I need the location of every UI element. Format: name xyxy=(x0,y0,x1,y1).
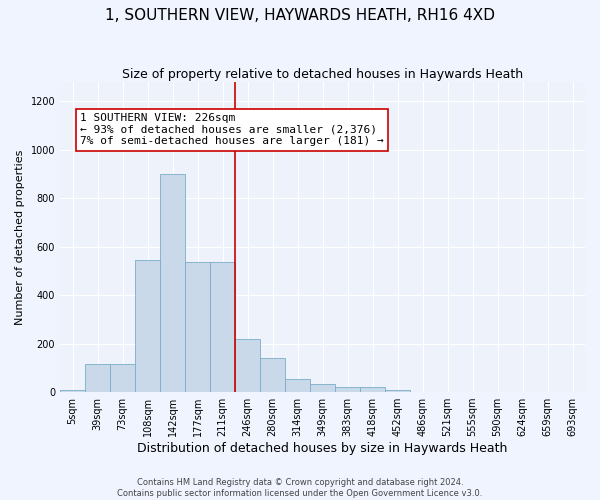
Bar xyxy=(385,390,410,392)
Text: 1, SOUTHERN VIEW, HAYWARDS HEATH, RH16 4XD: 1, SOUTHERN VIEW, HAYWARDS HEATH, RH16 4… xyxy=(105,8,495,22)
Bar xyxy=(135,260,160,392)
Bar xyxy=(285,378,310,392)
Bar xyxy=(360,387,385,392)
Bar xyxy=(160,174,185,392)
Bar xyxy=(110,364,135,392)
Bar xyxy=(185,262,210,392)
Bar xyxy=(260,358,285,392)
Bar xyxy=(310,384,335,392)
Y-axis label: Number of detached properties: Number of detached properties xyxy=(15,149,25,324)
Bar xyxy=(210,262,235,392)
X-axis label: Distribution of detached houses by size in Haywards Heath: Distribution of detached houses by size … xyxy=(137,442,508,455)
Text: Contains HM Land Registry data © Crown copyright and database right 2024.
Contai: Contains HM Land Registry data © Crown c… xyxy=(118,478,482,498)
Bar xyxy=(235,338,260,392)
Title: Size of property relative to detached houses in Haywards Heath: Size of property relative to detached ho… xyxy=(122,68,523,80)
Text: 1 SOUTHERN VIEW: 226sqm
← 93% of detached houses are smaller (2,376)
7% of semi-: 1 SOUTHERN VIEW: 226sqm ← 93% of detache… xyxy=(80,113,384,146)
Bar xyxy=(85,364,110,392)
Bar xyxy=(335,387,360,392)
Bar xyxy=(60,390,85,392)
